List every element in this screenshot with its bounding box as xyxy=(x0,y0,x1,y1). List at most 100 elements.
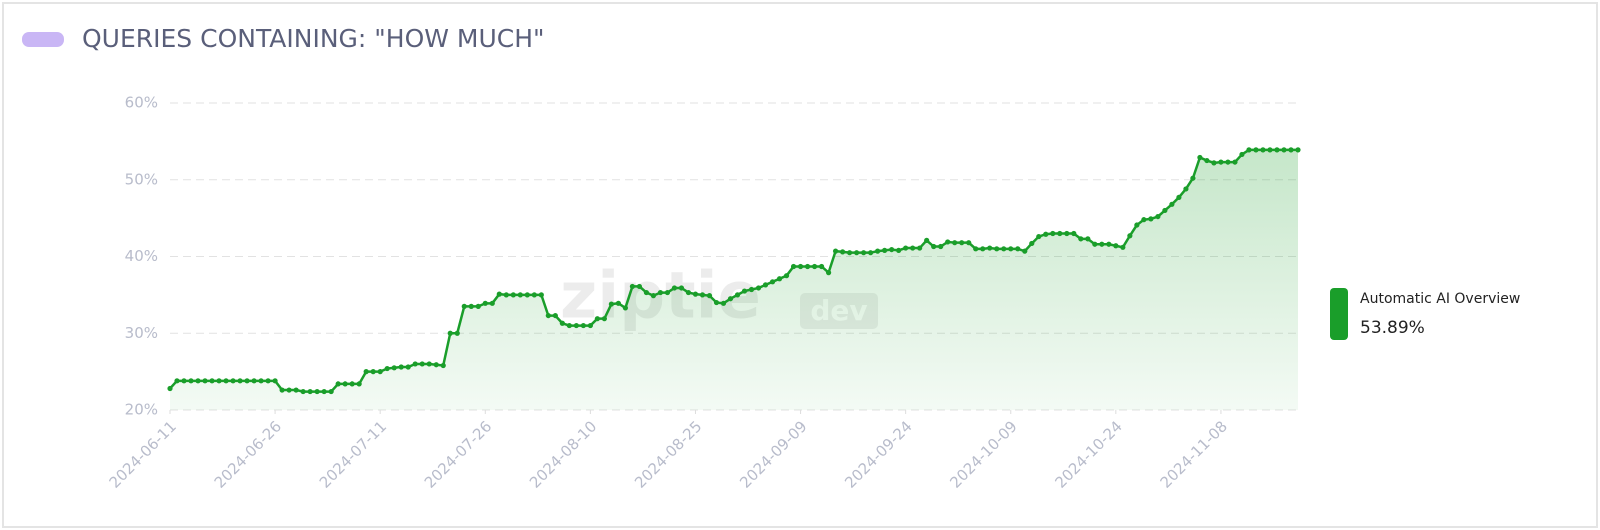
chart-title: QUERIES CONTAINING: "HOW MUCH" xyxy=(82,24,545,53)
point xyxy=(279,387,285,393)
point xyxy=(391,365,397,371)
point xyxy=(938,243,944,250)
point xyxy=(1141,217,1147,223)
point xyxy=(994,246,1000,252)
area xyxy=(170,149,1298,410)
point xyxy=(1176,194,1182,201)
point xyxy=(1232,159,1238,165)
point xyxy=(1190,175,1196,181)
point xyxy=(839,249,846,255)
point xyxy=(882,247,888,253)
point xyxy=(475,303,481,309)
point xyxy=(300,388,306,395)
point xyxy=(349,381,355,387)
legend-swatch xyxy=(1330,288,1348,340)
point xyxy=(776,276,783,282)
point xyxy=(1008,246,1014,252)
point xyxy=(608,301,614,307)
point xyxy=(917,245,923,251)
point xyxy=(482,300,488,306)
point xyxy=(461,303,467,309)
point xyxy=(230,378,236,384)
point xyxy=(889,246,895,253)
point xyxy=(755,285,762,291)
point xyxy=(468,303,474,309)
point xyxy=(398,364,404,370)
point xyxy=(307,388,313,395)
title-badge xyxy=(22,32,64,47)
point xyxy=(1015,246,1021,252)
point xyxy=(825,270,832,276)
point xyxy=(1050,230,1056,237)
point xyxy=(524,292,530,298)
point xyxy=(1092,241,1098,247)
point xyxy=(769,279,776,285)
point xyxy=(959,240,965,246)
point xyxy=(861,250,867,256)
point xyxy=(1288,147,1294,153)
point xyxy=(1036,233,1042,240)
point xyxy=(811,263,818,270)
point xyxy=(945,239,951,245)
point xyxy=(167,385,173,392)
point xyxy=(966,240,972,246)
point xyxy=(286,387,292,393)
point xyxy=(566,322,572,329)
point xyxy=(790,263,797,270)
point xyxy=(517,292,523,298)
point xyxy=(622,305,629,311)
point xyxy=(741,288,748,294)
point xyxy=(1253,147,1259,153)
point xyxy=(258,378,264,384)
point xyxy=(1071,230,1077,237)
point xyxy=(678,285,685,291)
point xyxy=(629,283,636,290)
point xyxy=(580,322,586,329)
y-tick-label: 60% xyxy=(125,94,158,112)
point xyxy=(973,246,979,252)
point xyxy=(952,240,958,246)
point xyxy=(657,289,664,296)
point xyxy=(1295,147,1301,153)
point xyxy=(797,263,804,270)
legend-value: 53.89% xyxy=(1360,318,1425,338)
point xyxy=(868,250,874,256)
point xyxy=(1127,233,1133,239)
y-tick-label: 50% xyxy=(125,170,158,188)
point xyxy=(847,250,853,256)
point xyxy=(875,248,881,254)
point xyxy=(636,283,643,290)
point xyxy=(1162,207,1168,214)
point xyxy=(664,289,671,296)
point xyxy=(559,320,565,326)
point xyxy=(903,245,909,251)
point xyxy=(265,378,271,384)
point xyxy=(223,378,229,384)
point xyxy=(538,292,544,298)
point xyxy=(818,263,825,270)
point xyxy=(356,381,362,387)
point xyxy=(496,291,502,297)
point xyxy=(363,369,369,375)
point xyxy=(832,248,839,254)
point xyxy=(987,245,993,251)
point xyxy=(489,300,495,306)
y-tick-label: 40% xyxy=(125,247,158,265)
point xyxy=(370,369,376,375)
point xyxy=(783,273,790,279)
point xyxy=(251,378,257,384)
point xyxy=(671,285,678,291)
point xyxy=(272,378,278,384)
point xyxy=(910,245,916,251)
point xyxy=(1022,248,1028,254)
point xyxy=(1029,240,1035,247)
point xyxy=(1183,186,1189,192)
point xyxy=(510,292,516,298)
point xyxy=(1001,246,1007,252)
point xyxy=(293,387,299,393)
point xyxy=(1106,241,1112,247)
point xyxy=(447,330,453,336)
point xyxy=(587,322,593,329)
point xyxy=(440,362,446,369)
point xyxy=(377,369,383,375)
